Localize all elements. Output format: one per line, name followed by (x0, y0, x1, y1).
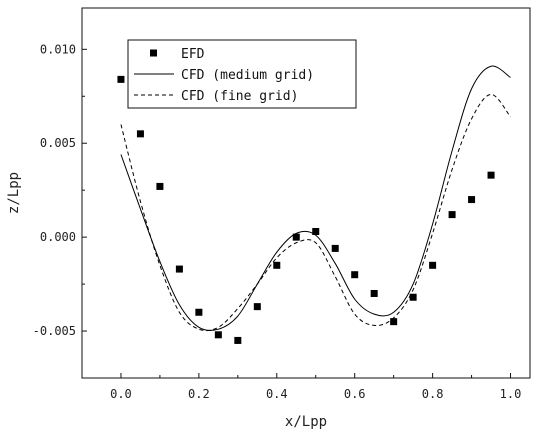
efd-point (214, 331, 222, 339)
y-tick-label: 0.000 (40, 230, 76, 244)
x-tick-label: 0.4 (266, 387, 288, 401)
x-tick-label: 0.6 (344, 387, 366, 401)
x-tick-label: 0.8 (422, 387, 444, 401)
efd-point (312, 228, 320, 236)
y-tick-label: 0.005 (40, 136, 76, 150)
efd-point (448, 211, 456, 219)
efd-point (234, 336, 242, 344)
plot-frame (81, 7, 531, 379)
efd-point (156, 182, 164, 190)
y-axis-label: z/Lpp (6, 172, 22, 214)
y-tick-label: 0.010 (40, 42, 76, 56)
efd-point (429, 261, 437, 269)
efd-point (468, 196, 476, 204)
efd-point (487, 171, 495, 179)
efd-point (292, 233, 300, 241)
efd-point (136, 130, 144, 138)
efd-point (390, 318, 398, 326)
y-tick-label: -0.005 (33, 324, 76, 338)
legend-label-cfd-medium-grid: CFD (medium grid) (181, 68, 314, 83)
efd-point (370, 289, 378, 297)
x-tick-label: 0.0 (110, 387, 132, 401)
efd-point (331, 244, 339, 252)
efd-point (253, 303, 261, 311)
efd-point (351, 271, 359, 279)
efd-point (117, 75, 125, 83)
x-axis-label: x/Lpp (285, 414, 327, 430)
x-tick-label: 1.0 (500, 387, 522, 401)
efd-point (409, 293, 417, 301)
efd-point (273, 261, 281, 269)
legend-marker-efd (150, 49, 157, 57)
legend-label-cfd-fine-grid: CFD (fine grid) (181, 89, 298, 104)
cfd-medium-grid-line (120, 65, 511, 331)
efd-point (195, 308, 203, 316)
cfd-fine-grid-line (120, 93, 511, 332)
legend-label-efd: EFD (181, 47, 205, 62)
x-tick-label: 0.2 (188, 387, 210, 401)
efd-point (175, 265, 183, 273)
